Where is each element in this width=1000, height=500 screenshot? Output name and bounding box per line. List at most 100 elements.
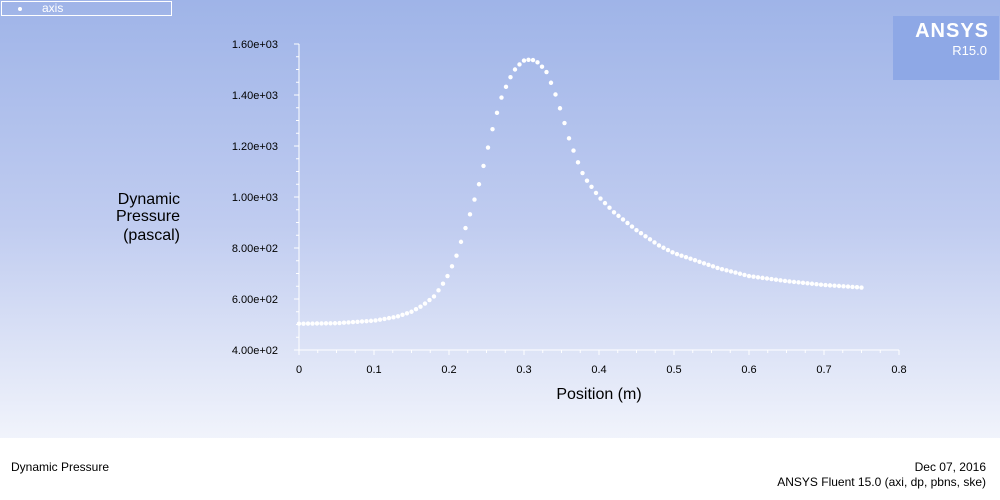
- data-point: [746, 273, 752, 279]
- data-point: [656, 243, 662, 248]
- data-point: [764, 276, 770, 281]
- logo-brand: ANSYS: [915, 20, 989, 42]
- data-point: [508, 74, 513, 80]
- footer: Dynamic Pressure Dec 07, 2016 ANSYS Flue…: [0, 438, 1000, 500]
- data-point: [409, 309, 414, 314]
- y-tick-label: 1.00e+03: [232, 192, 278, 204]
- data-point: [782, 278, 788, 284]
- data-point: [688, 256, 693, 261]
- x-tick-label: 0: [296, 364, 302, 376]
- x-tick-label: 0.7: [816, 364, 831, 376]
- data-point: [395, 314, 401, 319]
- y-tick-label: 6.00e+02: [232, 294, 278, 306]
- data-point: [733, 270, 738, 275]
- data-point: [535, 60, 540, 65]
- data-point: [670, 250, 675, 255]
- legend-marker-icon: [18, 7, 22, 11]
- data-point: [652, 240, 657, 245]
- data-point: [472, 197, 477, 202]
- legend: axis: [1, 1, 172, 16]
- x-tick-label: 0.8: [891, 364, 906, 376]
- data-point: [467, 212, 473, 217]
- data-point: [643, 234, 648, 239]
- y-axis-title-line: (pascal): [123, 227, 180, 244]
- data-point: [557, 106, 563, 111]
- data-point: [728, 269, 734, 274]
- data-point: [629, 224, 635, 229]
- data-point: [683, 254, 689, 260]
- data-point: [355, 319, 360, 324]
- data-point: [512, 67, 518, 72]
- data-point: [778, 278, 783, 283]
- data-point: [521, 58, 527, 63]
- data-point: [341, 320, 347, 325]
- y-tick-label: 1.40e+03: [232, 90, 278, 102]
- x-axis-title: Position (m): [556, 386, 641, 403]
- data-point: [575, 160, 581, 165]
- data-point: [589, 184, 594, 189]
- data-point: [319, 321, 324, 326]
- data-point: [386, 315, 392, 321]
- data-point: [404, 311, 410, 316]
- x-tick-label: 0.6: [741, 364, 756, 376]
- x-tick-label: 0.3: [516, 364, 531, 376]
- data-point: [665, 247, 671, 253]
- x-tick-label: 0.5: [666, 364, 681, 376]
- data-point: [854, 285, 860, 290]
- data-point: [562, 120, 567, 126]
- data-point: [485, 145, 491, 150]
- data-point: [553, 92, 558, 97]
- data-point: [400, 312, 405, 318]
- data-point: [814, 282, 819, 287]
- footer-date: Dec 07, 2016: [914, 460, 986, 474]
- data-point: [580, 170, 585, 176]
- data-point: [791, 279, 797, 285]
- x-tick-label: 0.2: [441, 364, 456, 376]
- data-point: [359, 319, 365, 324]
- data-point: [548, 80, 554, 85]
- data-point: [593, 190, 599, 196]
- data-point: [314, 321, 320, 326]
- data-point: [715, 265, 720, 271]
- y-axis-title-line: Dynamic: [118, 191, 180, 208]
- data-point: [701, 261, 707, 266]
- data-point: [332, 321, 338, 326]
- data-point: [805, 281, 810, 286]
- x-tick-label: 0.4: [591, 364, 606, 376]
- data-point: [755, 275, 761, 280]
- data-point: [818, 282, 824, 287]
- data-point: [620, 217, 626, 222]
- data-point: [364, 318, 369, 324]
- logo-version: R15.0: [952, 43, 987, 58]
- data-point: [836, 283, 842, 289]
- data-point: [850, 284, 855, 290]
- data-point: [301, 321, 306, 326]
- y-tick-label: 1.60e+03: [232, 39, 278, 51]
- data-point: [373, 318, 378, 323]
- data-point: [719, 266, 725, 272]
- data-point: [571, 148, 576, 153]
- data-point: [445, 273, 450, 279]
- data-point: [598, 196, 603, 201]
- footer-plot-name: Dynamic Pressure: [11, 460, 110, 474]
- data-point: [697, 259, 702, 264]
- data-point: [638, 231, 644, 236]
- data-point: [787, 279, 792, 284]
- data-point: [724, 268, 729, 273]
- data-point: [611, 210, 617, 215]
- y-tick-label: 8.00e+02: [232, 243, 278, 255]
- data-point: [517, 62, 522, 67]
- data-point: [607, 205, 612, 210]
- data-point: [431, 294, 437, 299]
- data-point: [422, 301, 428, 306]
- data-point: [634, 227, 639, 233]
- data-point: [526, 57, 531, 63]
- footer-solver-info: ANSYS Fluent 15.0 (axi, dp, pbns, ske): [777, 475, 986, 489]
- data-point: [350, 319, 356, 325]
- data-point: [391, 315, 396, 320]
- data-point: [674, 251, 680, 257]
- data-point: [427, 297, 432, 303]
- legend-label: axis: [42, 1, 64, 15]
- data-point: [503, 84, 509, 90]
